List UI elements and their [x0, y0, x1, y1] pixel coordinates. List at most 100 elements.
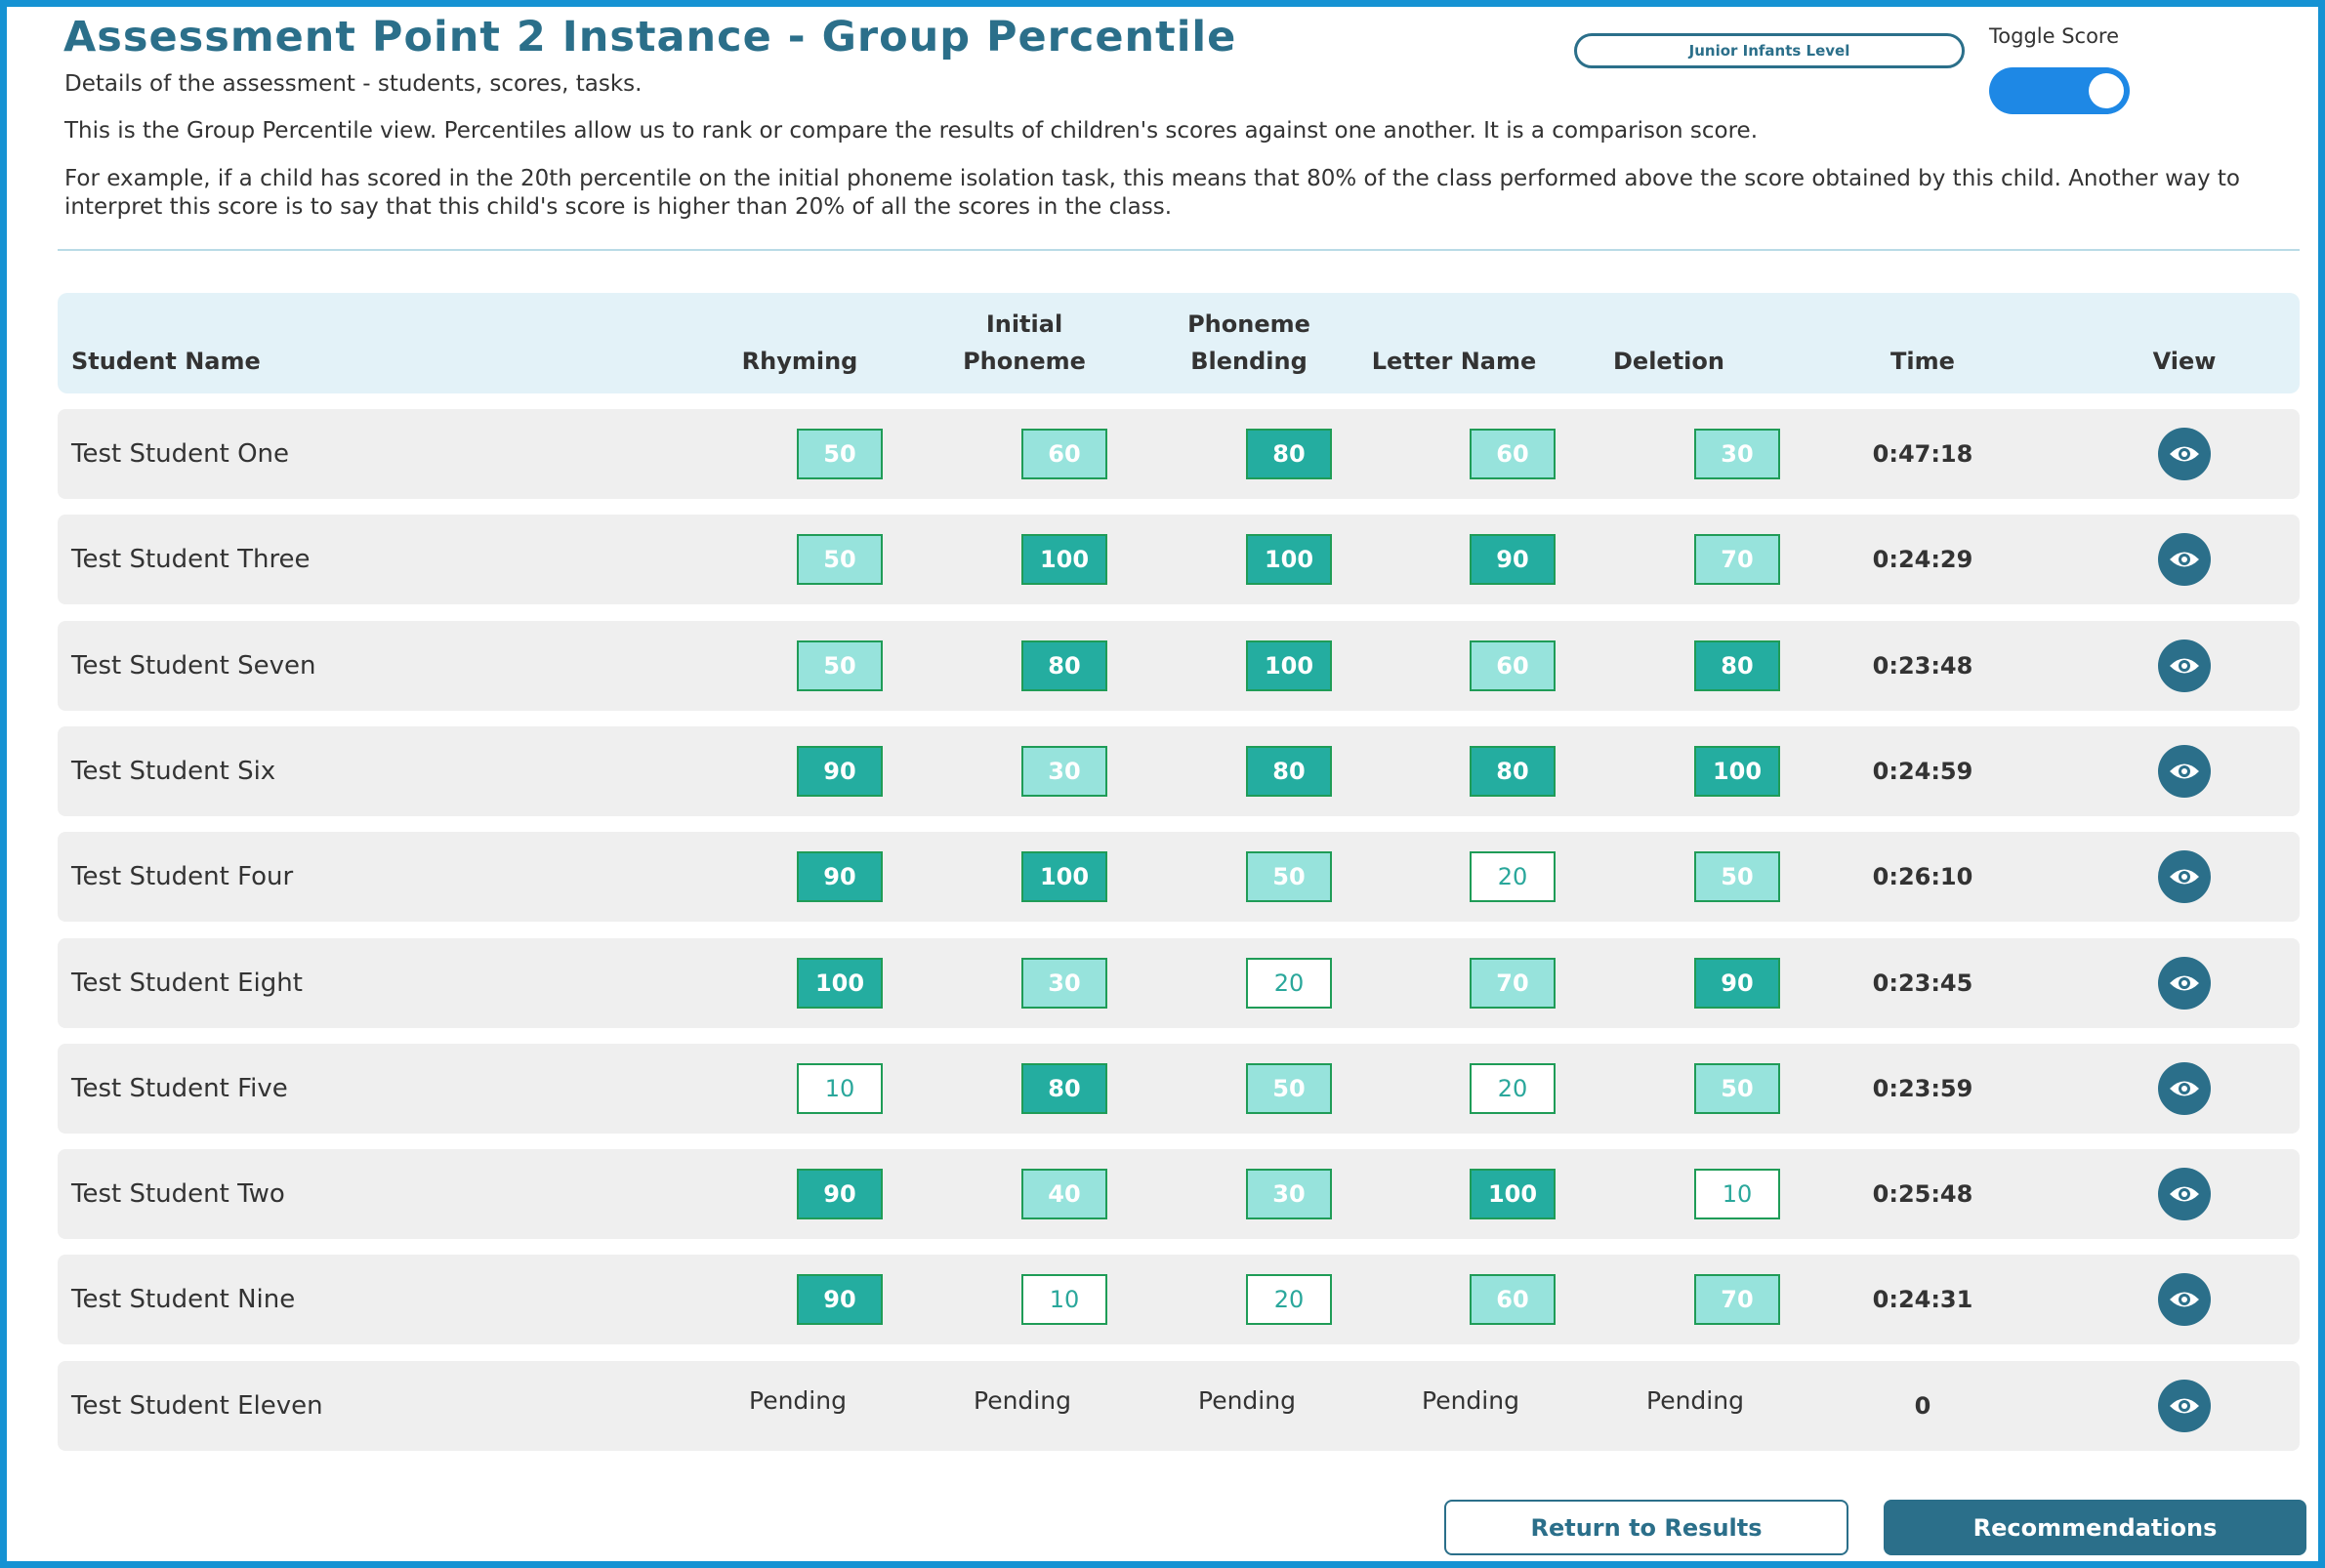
time-value: 0:24:59	[1872, 757, 1973, 785]
view-button[interactable]	[2158, 1273, 2211, 1327]
rhyming-score: 50	[797, 640, 883, 691]
column-header-time: Time	[1890, 348, 1955, 375]
time-value: 0:25:48	[1872, 1180, 1973, 1209]
initial-phoneme-score: 30	[1021, 957, 1107, 1009]
table-row: Test Student Seven 50 80 100 60 80 0:23:48	[58, 620, 2300, 711]
rhyming-score: 90	[797, 1274, 883, 1326]
student-name: Test Student Eight	[71, 968, 303, 998]
phoneme-blending-score: 100	[1246, 534, 1332, 586]
phoneme-blending-score: 50	[1246, 1062, 1332, 1114]
student-name: Test Student Two	[71, 1179, 285, 1210]
view-button[interactable]	[2158, 428, 2211, 480]
rhyming-score: 90	[797, 745, 883, 797]
table-row: Test Student Two 90 40 30 100 10 0:25:48	[58, 1149, 2300, 1240]
table-row: Test Student One 50 60 80 60 30 0:47:18	[58, 409, 2300, 499]
letter-name-score: Pending	[1422, 1385, 1519, 1415]
view-button[interactable]	[2158, 956, 2211, 1010]
column-header-student-name: Student Name	[71, 348, 261, 375]
initial-phoneme-score: 10	[1021, 1274, 1107, 1326]
deletion-score: 30	[1694, 429, 1780, 479]
student-name: Test Student Five	[71, 1073, 288, 1103]
rhyming-score: 50	[797, 429, 883, 479]
column-header-letter-name: Letter Name	[1371, 348, 1537, 375]
initial-phoneme-score: 60	[1021, 429, 1107, 479]
column-header-phoneme-blending: Phoneme Blending	[1161, 306, 1337, 380]
student-name: Test Student Nine	[71, 1285, 296, 1315]
time-value: 0	[1914, 1391, 1931, 1420]
phoneme-blending-score: 80	[1246, 745, 1332, 797]
level-badge[interactable]: Junior Infants Level	[1574, 33, 1965, 68]
page-title: Assessment Point 2 Instance - Group Perc…	[63, 13, 1237, 62]
letter-name-score: 90	[1470, 534, 1556, 586]
column-header-rhyming: Rhyming	[741, 348, 858, 375]
table-row: Test Student Nine 90 10 20 60 70 0:24:31	[58, 1255, 2300, 1345]
deletion-score: 100	[1694, 745, 1780, 797]
initial-phoneme-score: 40	[1021, 1169, 1107, 1220]
header-divider	[58, 249, 2300, 251]
table-row: Test Student Eight 100 30 20 70 90 0:23:45	[58, 937, 2300, 1028]
deletion-score: 70	[1694, 534, 1780, 586]
initial-phoneme-score: 80	[1021, 640, 1107, 691]
recommendations-button[interactable]: Recommendations	[1884, 1500, 2306, 1555]
view-button[interactable]	[2158, 639, 2211, 692]
eye-icon	[2170, 975, 2199, 990]
time-value: 0:26:10	[1872, 863, 1973, 891]
view-button[interactable]	[2158, 850, 2211, 904]
deletion-score: 50	[1694, 1062, 1780, 1114]
percentile-example: For example, if a child has scored in th…	[64, 166, 2241, 220]
column-header-initial-line2: Phoneme	[963, 348, 1086, 375]
deletion-score: 10	[1694, 1169, 1780, 1220]
time-value: 0:23:45	[1872, 969, 1973, 997]
eye-icon	[2170, 446, 2199, 462]
column-header-blending-line2: Blending	[1190, 348, 1308, 375]
view-button[interactable]	[2158, 744, 2211, 798]
letter-name-score: 20	[1470, 851, 1556, 903]
deletion-score: 80	[1694, 640, 1780, 691]
phoneme-blending-score: 80	[1246, 429, 1332, 479]
return-to-results-button[interactable]: Return to Results	[1444, 1500, 1848, 1555]
eye-icon	[2170, 1292, 2199, 1307]
eye-icon	[2170, 1081, 2199, 1096]
phoneme-blending-score: 20	[1246, 1274, 1332, 1326]
time-value: 0:47:18	[1872, 440, 1973, 468]
rhyming-score: 50	[797, 534, 883, 586]
table-row: Test Student Four 90 100 50 20 50 0:26:10	[58, 832, 2300, 923]
table-row: Test Student Eleven Pending Pending Pending…	[58, 1360, 2300, 1451]
toggle-score-label: Toggle Score	[1989, 24, 2120, 48]
eye-icon	[2170, 869, 2199, 885]
view-button[interactable]	[2158, 533, 2211, 587]
student-name: Test Student One	[71, 439, 290, 469]
time-value: 0:24:31	[1872, 1286, 1973, 1314]
letter-name-score: 60	[1470, 1274, 1556, 1326]
eye-icon	[2170, 658, 2199, 674]
view-button[interactable]	[2158, 1168, 2211, 1221]
eye-icon	[2170, 1186, 2199, 1202]
initial-phoneme-score: Pending	[974, 1385, 1071, 1415]
view-button[interactable]	[2158, 1379, 2211, 1432]
eye-icon	[2170, 552, 2199, 567]
deletion-score: 90	[1694, 957, 1780, 1009]
phoneme-blending-score: Pending	[1198, 1385, 1296, 1415]
time-value: 0:23:59	[1872, 1074, 1973, 1102]
column-header-initial-line1: Initial	[985, 310, 1063, 338]
rhyming-score: 10	[797, 1062, 883, 1114]
student-name: Test Student Seven	[71, 650, 316, 681]
time-value: 0:24:29	[1872, 546, 1973, 574]
letter-name-score: 100	[1470, 1169, 1556, 1220]
column-header-initial-phoneme: Initial Phoneme	[936, 306, 1112, 380]
table-row: Test Student Five 10 80 50 20 50 0:23:59	[58, 1043, 2300, 1134]
view-description: This is the Group Percentile view. Perce…	[64, 118, 1759, 144]
phoneme-blending-score: 20	[1246, 957, 1332, 1009]
student-name: Test Student Six	[71, 756, 276, 786]
phoneme-blending-score: 30	[1246, 1169, 1332, 1220]
table-row: Test Student Three 50 100 100 90 70 0:24:29	[58, 515, 2300, 605]
table-row: Test Student Six 90 30 80 80 100 0:24:59	[58, 725, 2300, 816]
letter-name-score: 80	[1470, 745, 1556, 797]
student-name: Test Student Eleven	[71, 1390, 323, 1421]
toggle-score-switch[interactable]	[1989, 67, 2130, 114]
rhyming-score: Pending	[749, 1385, 847, 1415]
student-name: Test Student Four	[71, 862, 294, 892]
letter-name-score: 20	[1470, 1062, 1556, 1114]
page-subtitle: Details of the assessment - students, sc…	[64, 71, 643, 97]
view-button[interactable]	[2158, 1061, 2211, 1115]
